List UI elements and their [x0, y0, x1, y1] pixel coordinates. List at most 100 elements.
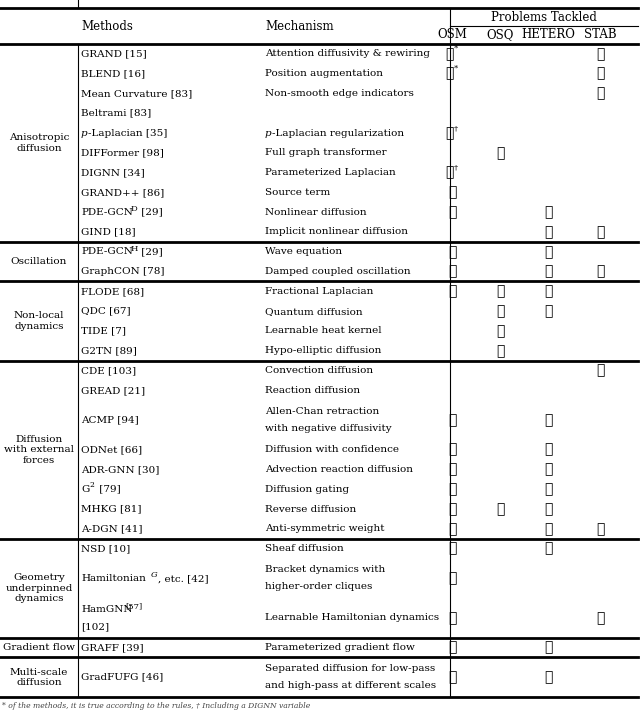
Text: Parameterized gradient flow: Parameterized gradient flow	[265, 643, 415, 652]
Text: ✓: ✓	[448, 265, 456, 278]
Text: Allen-Chan retraction: Allen-Chan retraction	[265, 407, 380, 416]
Text: ✓: ✓	[448, 413, 456, 427]
Text: Sheaf diffusion: Sheaf diffusion	[265, 544, 344, 553]
Text: ✓: ✓	[544, 284, 552, 298]
Text: Geometry
underpinned
dynamics: Geometry underpinned dynamics	[5, 573, 73, 603]
Text: GRAFF [39]: GRAFF [39]	[81, 643, 143, 652]
Text: ADR-GNN [30]: ADR-GNN [30]	[81, 465, 159, 474]
Text: Reverse diffusion: Reverse diffusion	[265, 505, 356, 513]
Text: Fractional Laplacian: Fractional Laplacian	[265, 287, 373, 296]
Text: Anti-symmetric weight: Anti-symmetric weight	[265, 524, 385, 533]
Text: PDE-GCN: PDE-GCN	[81, 247, 133, 256]
Text: -Laplacian regularization: -Laplacian regularization	[272, 129, 404, 137]
Text: Mechanism: Mechanism	[265, 19, 333, 32]
Text: MHKG [81]: MHKG [81]	[81, 505, 141, 513]
Text: ✓: ✓	[496, 344, 504, 358]
Text: ✓: ✓	[596, 364, 604, 377]
Text: G: G	[151, 572, 157, 580]
Text: BLEND [16]: BLEND [16]	[81, 69, 145, 78]
Text: [102]: [102]	[81, 622, 109, 631]
Text: Hypo-elliptic diffusion: Hypo-elliptic diffusion	[265, 347, 381, 355]
Text: ✓: ✓	[448, 205, 456, 219]
Text: Quantum diffusion: Quantum diffusion	[265, 306, 363, 316]
Text: G: G	[81, 485, 90, 494]
Text: ✓: ✓	[445, 67, 453, 81]
Text: ✓: ✓	[448, 522, 456, 536]
Text: * of the methods, it is true according to the rules, † Including a DIGNN variabl: * of the methods, it is true according t…	[2, 702, 310, 710]
Text: [57]: [57]	[125, 602, 142, 610]
Text: D: D	[131, 205, 138, 214]
Text: †: †	[454, 164, 458, 172]
Text: ✓: ✓	[596, 86, 604, 101]
Text: ✓: ✓	[544, 244, 552, 259]
Text: ✓: ✓	[544, 502, 552, 516]
Text: ✓: ✓	[445, 165, 453, 180]
Text: Wave equation: Wave equation	[265, 247, 342, 256]
Text: QDC [67]: QDC [67]	[81, 306, 131, 316]
Text: ✓: ✓	[596, 522, 604, 536]
Text: Implicit nonlinear diffusion: Implicit nonlinear diffusion	[265, 227, 408, 237]
Text: *: *	[454, 45, 458, 53]
Text: Diffusion with confidence: Diffusion with confidence	[265, 445, 399, 454]
Text: *: *	[454, 65, 458, 73]
Text: FLODE [68]: FLODE [68]	[81, 287, 144, 296]
Text: ✓: ✓	[544, 641, 552, 654]
Text: ✓: ✓	[496, 324, 504, 338]
Text: ✓: ✓	[445, 126, 453, 140]
Text: G2TN [89]: G2TN [89]	[81, 347, 137, 355]
Text: [79]: [79]	[96, 485, 121, 494]
Text: ✓: ✓	[448, 541, 456, 556]
Text: Full graph transformer: Full graph transformer	[265, 148, 387, 157]
Text: ✓: ✓	[544, 265, 552, 278]
Text: Anisotropic
diffusion: Anisotropic diffusion	[9, 133, 69, 152]
Text: HamGNN: HamGNN	[81, 605, 132, 613]
Text: with negative diffusivity: with negative diffusivity	[265, 423, 392, 433]
Text: H: H	[131, 244, 138, 253]
Text: CDE [103]: CDE [103]	[81, 366, 136, 375]
Text: ✓: ✓	[496, 304, 504, 318]
Text: Oscillation: Oscillation	[11, 257, 67, 266]
Text: HETERO: HETERO	[521, 29, 575, 42]
Text: DIFFormer [98]: DIFFormer [98]	[81, 148, 164, 157]
Text: ✓: ✓	[544, 413, 552, 427]
Text: ✓: ✓	[496, 284, 504, 298]
Text: and high-pass at different scales: and high-pass at different scales	[265, 681, 436, 690]
Text: ✓: ✓	[448, 502, 456, 516]
Text: DIGNN [34]: DIGNN [34]	[81, 168, 145, 177]
Text: ✓: ✓	[544, 205, 552, 219]
Text: Learnable Hamiltonian dynamics: Learnable Hamiltonian dynamics	[265, 613, 439, 623]
Text: Parameterized Laplacian: Parameterized Laplacian	[265, 168, 396, 177]
Text: Diffusion gating: Diffusion gating	[265, 485, 349, 494]
Text: Multi-scale
diffusion: Multi-scale diffusion	[10, 667, 68, 687]
Text: NSD [10]: NSD [10]	[81, 544, 131, 553]
Text: ✓: ✓	[544, 304, 552, 318]
Text: ✓: ✓	[544, 462, 552, 477]
Text: ✓: ✓	[544, 443, 552, 457]
Text: ✓: ✓	[448, 244, 456, 259]
Text: [29]: [29]	[138, 208, 163, 216]
Text: higher-order cliques: higher-order cliques	[265, 582, 372, 591]
Text: Nonlinear diffusion: Nonlinear diffusion	[265, 208, 367, 216]
Text: -Laplacian [35]: -Laplacian [35]	[88, 129, 168, 137]
Text: ✓: ✓	[496, 146, 504, 160]
Text: ✓: ✓	[448, 443, 456, 457]
Text: OSQ: OSQ	[486, 29, 514, 42]
Text: ✓: ✓	[448, 641, 456, 654]
Text: ✓: ✓	[544, 522, 552, 536]
Text: GRAND [15]: GRAND [15]	[81, 50, 147, 58]
Text: OSM: OSM	[437, 29, 467, 42]
Text: TIDE [7]: TIDE [7]	[81, 326, 126, 336]
Text: [29]: [29]	[138, 247, 163, 256]
Text: 2: 2	[89, 481, 94, 489]
Text: ✓: ✓	[448, 572, 456, 585]
Text: Hamiltonian: Hamiltonian	[81, 574, 146, 583]
Text: ✓: ✓	[496, 502, 504, 516]
Text: Position augmentation: Position augmentation	[265, 69, 383, 78]
Text: Damped coupled oscillation: Damped coupled oscillation	[265, 267, 411, 276]
Text: ✓: ✓	[544, 541, 552, 556]
Text: GIND [18]: GIND [18]	[81, 227, 136, 237]
Text: p: p	[265, 129, 271, 137]
Text: Reaction diffusion: Reaction diffusion	[265, 386, 360, 395]
Text: Attention diffusivity & rewiring: Attention diffusivity & rewiring	[265, 50, 430, 58]
Text: Advection reaction diffusion: Advection reaction diffusion	[265, 465, 413, 474]
